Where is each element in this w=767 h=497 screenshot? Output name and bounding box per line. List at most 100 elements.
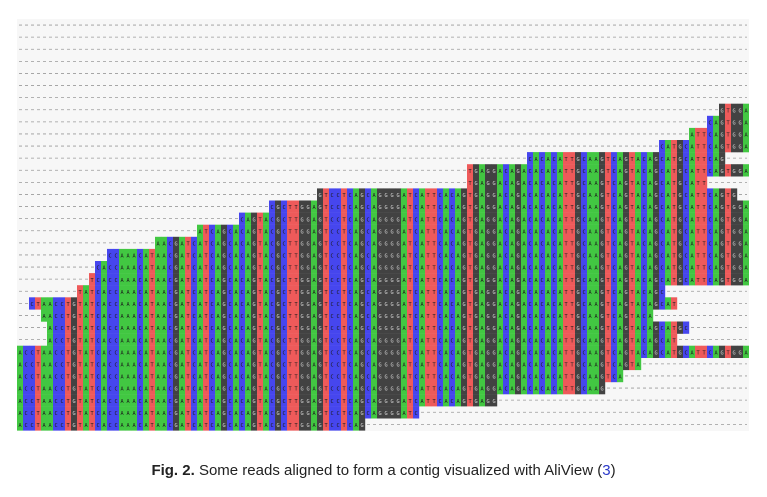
base-cell — [29, 297, 36, 310]
base-cell — [629, 152, 636, 165]
base-cell — [215, 369, 222, 383]
base-cell — [605, 369, 612, 383]
base-cell — [485, 261, 492, 274]
base-cell — [197, 248, 204, 262]
base-letter: C — [414, 205, 417, 211]
base-cell — [413, 200, 420, 213]
base-cell — [647, 188, 654, 201]
base-letter: A — [510, 290, 514, 296]
base-letter: T — [702, 157, 705, 163]
base-letter: A — [84, 411, 88, 417]
base-letter: A — [558, 302, 562, 308]
base-cell — [89, 406, 96, 419]
base-cell — [413, 212, 420, 225]
base-cell — [71, 357, 78, 371]
base-cell — [467, 394, 474, 407]
base-cell — [623, 345, 630, 358]
base-cell — [683, 261, 690, 274]
base-cell — [365, 345, 372, 358]
base-letter: G — [462, 326, 465, 332]
base-cell — [365, 273, 372, 286]
base-letter: T — [408, 387, 411, 393]
base-cell — [329, 418, 336, 431]
base-cell — [167, 345, 174, 358]
base-cell — [521, 273, 528, 286]
base-letter: A — [690, 181, 694, 187]
base-cell — [665, 164, 672, 177]
base-letter: G — [252, 387, 255, 393]
base-cell — [707, 200, 714, 213]
base-letter: A — [522, 169, 526, 175]
base-cell — [491, 309, 498, 322]
base-cell — [563, 224, 570, 237]
base-cell — [683, 212, 690, 225]
base-letter: G — [720, 254, 723, 260]
base-letter: A — [444, 193, 448, 199]
base-cell — [245, 369, 252, 383]
base-letter: A — [84, 350, 88, 356]
base-cell — [473, 357, 480, 371]
base-cell — [599, 200, 606, 213]
base-letter: C — [708, 193, 711, 199]
base-letter: A — [264, 254, 268, 260]
base-letter: G — [174, 266, 177, 272]
base-cell — [653, 333, 660, 346]
base-letter: T — [186, 375, 189, 381]
base-letter: A — [132, 375, 136, 381]
base-cell — [509, 248, 516, 262]
base-cell — [581, 357, 588, 371]
base-cell — [641, 236, 648, 250]
reference-link[interactable]: 3 — [602, 462, 611, 479]
base-cell — [485, 224, 492, 237]
base-cell — [317, 188, 324, 201]
base-cell — [341, 188, 348, 201]
base-letter: T — [564, 205, 567, 211]
base-letter: C — [684, 145, 687, 151]
base-cell — [653, 248, 660, 262]
base-letter: G — [654, 278, 657, 284]
base-letter: C — [282, 387, 285, 393]
base-letter: C — [138, 278, 141, 284]
base-cell — [155, 273, 162, 286]
base-letter: A — [48, 423, 52, 429]
base-letter: C — [114, 375, 117, 381]
base-cell — [743, 200, 749, 213]
base-letter: A — [312, 290, 316, 296]
base-cell — [185, 418, 192, 431]
base-cell — [581, 212, 588, 225]
base-cell — [497, 273, 504, 286]
base-letter: G — [174, 290, 177, 296]
base-cell — [551, 224, 558, 237]
base-cell — [389, 406, 396, 419]
base-cell — [581, 176, 588, 189]
base-cell — [707, 164, 714, 177]
base-cell — [401, 406, 408, 419]
